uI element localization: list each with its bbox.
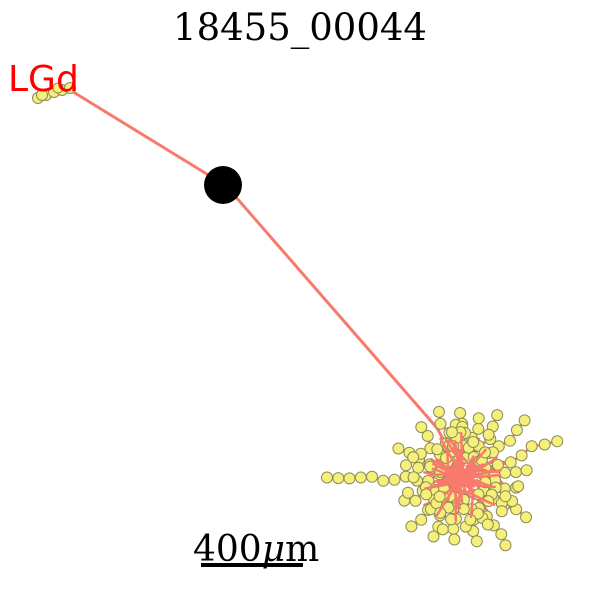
bouton [470, 535, 483, 548]
bouton [491, 409, 504, 422]
bouton [467, 436, 480, 448]
axon-branch [463, 473, 502, 480]
bouton [538, 438, 551, 451]
bouton [457, 503, 470, 516]
axon-branch [460, 455, 475, 479]
bouton [472, 412, 485, 425]
bouton [343, 472, 356, 485]
bouton [412, 461, 425, 474]
bouton [499, 466, 512, 479]
bouton [402, 486, 414, 499]
bouton [415, 513, 428, 526]
bouton [482, 428, 495, 441]
bouton [332, 472, 345, 485]
axon-branch [458, 483, 464, 504]
bouton [400, 459, 412, 472]
bouton [392, 442, 405, 455]
bouton [407, 451, 420, 464]
bouton [431, 443, 444, 456]
axon-branch [424, 482, 454, 490]
bouton [520, 511, 532, 524]
bouton [472, 422, 485, 435]
bouton [436, 523, 449, 536]
axon-branch [437, 477, 459, 485]
axon-branch [469, 488, 475, 519]
bouton [407, 471, 420, 484]
bouton [448, 533, 461, 546]
bouton [388, 473, 401, 486]
bouton [515, 449, 528, 462]
bouton [481, 518, 494, 531]
bouton [499, 490, 512, 503]
bouton [421, 430, 434, 442]
scale-bar-unit-mu: μ [262, 529, 285, 570]
bouton [377, 474, 390, 487]
bouton [454, 407, 467, 419]
axon-branch [465, 476, 491, 488]
axon-branch [431, 467, 457, 479]
bouton [64, 82, 76, 94]
axon-branch [461, 477, 476, 488]
bouton [434, 417, 447, 430]
bouton [366, 470, 378, 483]
bouton [551, 435, 564, 448]
axon-branch [439, 437, 464, 478]
bouton [509, 466, 522, 479]
axon-branch [435, 484, 457, 517]
bouton-markers [32, 82, 564, 552]
bouton [446, 426, 458, 439]
bouton [512, 480, 525, 493]
bouton [525, 440, 538, 453]
axon-branch [475, 480, 482, 487]
bouton [415, 421, 428, 434]
figure-title: 18455_00044 [173, 6, 427, 50]
bouton [427, 530, 440, 543]
bouton [433, 490, 446, 503]
axon-branch [462, 448, 487, 476]
axon-branch [452, 446, 469, 463]
axon-branch [462, 469, 502, 479]
bouton [510, 424, 523, 437]
bouton [495, 528, 508, 541]
bouton [495, 505, 508, 518]
axon-branch [476, 484, 496, 489]
bouton [520, 464, 533, 477]
bouton [433, 405, 445, 418]
bouton [420, 488, 433, 501]
bouton [499, 539, 512, 552]
bouton [321, 471, 333, 484]
axon-branch [446, 449, 450, 471]
region-label: LGd [8, 59, 79, 100]
soma [204, 166, 242, 204]
scale-bar: 400μm [193, 529, 319, 570]
axon-trunk [43, 88, 454, 457]
bouton [504, 456, 517, 469]
scale-bar-line [201, 563, 303, 567]
bouton [504, 434, 516, 447]
bouton [518, 414, 531, 427]
bouton [52, 82, 64, 94]
bouton [354, 471, 367, 484]
bouton [36, 89, 48, 101]
axon-branch [432, 462, 463, 479]
bouton [405, 520, 418, 533]
axon-branch [464, 490, 496, 507]
axon-branch [457, 454, 462, 474]
